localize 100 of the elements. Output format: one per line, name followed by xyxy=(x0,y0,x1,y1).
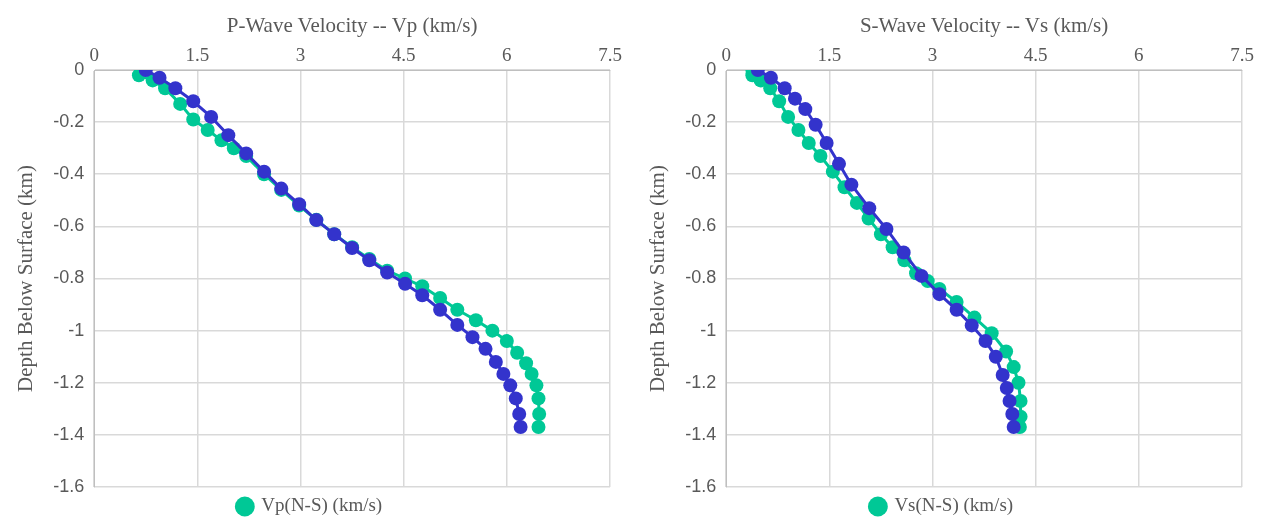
point xyxy=(844,177,859,192)
point xyxy=(763,70,778,85)
point xyxy=(862,201,877,216)
point xyxy=(503,378,518,393)
legend-label: Vp(N-S) (km/s) xyxy=(261,494,383,517)
x-tick-label: 3 xyxy=(927,43,938,65)
legend-label: Vs(N-S) (km/s) xyxy=(894,494,1014,517)
point xyxy=(508,391,523,406)
x-tick-label: 6 xyxy=(1134,43,1144,65)
y-tick-label: -1.6 xyxy=(53,475,85,496)
x-tick-label: 0 xyxy=(721,43,731,65)
y-tick-label: -0.8 xyxy=(53,267,85,288)
point xyxy=(932,287,947,302)
point xyxy=(787,91,802,106)
point xyxy=(879,221,894,236)
point xyxy=(204,109,219,124)
chart-title: P-Wave Velocity -- Vp (km/s) xyxy=(226,13,478,38)
point xyxy=(849,195,864,210)
point xyxy=(791,122,806,137)
y-tick-label: -0.2 xyxy=(53,111,85,132)
y-tick-label: -1 xyxy=(68,319,85,340)
point xyxy=(465,330,480,345)
point xyxy=(808,117,823,132)
point xyxy=(801,135,816,150)
point xyxy=(168,81,183,96)
y-tick-label: -1.4 xyxy=(685,423,717,444)
point xyxy=(488,354,503,369)
point xyxy=(819,135,834,150)
y-tick-label: -0.8 xyxy=(685,267,717,288)
y-tick-label: -0.6 xyxy=(685,215,717,236)
x-tick-label: 6 xyxy=(502,43,512,65)
y-tick-label: -0.4 xyxy=(685,163,717,184)
point xyxy=(415,288,430,303)
point xyxy=(995,367,1010,382)
point xyxy=(531,391,546,406)
chart-title: S-Wave Velocity -- Vs (km/s) xyxy=(859,13,1109,38)
point xyxy=(478,341,493,356)
y-tick-label: -0.6 xyxy=(53,215,85,236)
point xyxy=(519,356,534,371)
point xyxy=(524,366,539,381)
point xyxy=(173,96,188,111)
point xyxy=(896,245,911,260)
point xyxy=(914,268,929,283)
point xyxy=(532,407,547,422)
point xyxy=(200,122,215,137)
y-tick-label: 0 xyxy=(706,58,717,79)
point xyxy=(781,109,796,124)
point xyxy=(777,81,792,96)
point xyxy=(450,317,465,332)
point xyxy=(485,323,500,338)
x-tick-label: 1.5 xyxy=(185,43,210,65)
y-tick-label: -1.2 xyxy=(53,371,85,392)
point xyxy=(813,149,828,164)
point xyxy=(1013,393,1028,408)
x-tick-label: 3 xyxy=(295,43,306,65)
x-tick-label: 0 xyxy=(89,43,99,65)
point xyxy=(433,302,448,317)
x-tick-label: 4.5 xyxy=(391,43,416,65)
y-tick-label: -1 xyxy=(700,319,717,340)
point xyxy=(513,420,528,435)
point xyxy=(978,334,993,349)
y-tick-label: -1.4 xyxy=(53,423,85,444)
point xyxy=(772,94,787,109)
point xyxy=(510,345,525,360)
point xyxy=(988,349,1003,364)
point xyxy=(999,380,1014,395)
point xyxy=(531,420,546,435)
point xyxy=(1002,393,1017,408)
y-tick-label: -0.2 xyxy=(685,111,717,132)
point xyxy=(1011,375,1026,390)
point xyxy=(152,70,167,85)
x-tick-label: 7.5 xyxy=(1230,43,1254,65)
point xyxy=(949,302,964,317)
point xyxy=(186,112,201,127)
x-tick-label: 4.5 xyxy=(1023,43,1048,65)
y-axis-title: Depth Below Surface (km) xyxy=(13,165,38,392)
point xyxy=(496,366,511,381)
point xyxy=(499,334,514,349)
x-tick-label: 7.5 xyxy=(598,43,622,65)
point xyxy=(186,94,201,109)
point xyxy=(999,344,1014,359)
point xyxy=(1006,420,1021,435)
point xyxy=(1005,407,1020,422)
y-tick-label: -1.2 xyxy=(685,371,717,392)
point xyxy=(798,102,813,117)
point xyxy=(512,407,527,422)
point xyxy=(450,302,465,317)
point xyxy=(964,318,979,333)
point xyxy=(398,276,413,291)
point xyxy=(468,313,483,328)
x-tick-label: 1.5 xyxy=(817,43,842,65)
point xyxy=(529,378,544,393)
y-tick-label: -1.6 xyxy=(685,475,717,496)
point xyxy=(221,128,236,143)
point xyxy=(832,156,846,171)
point xyxy=(433,291,448,306)
y-axis-title: Depth Below Surface (km) xyxy=(645,165,670,392)
y-tick-label: -0.4 xyxy=(53,163,85,184)
point xyxy=(1006,360,1021,375)
y-tick-label: 0 xyxy=(74,58,85,79)
